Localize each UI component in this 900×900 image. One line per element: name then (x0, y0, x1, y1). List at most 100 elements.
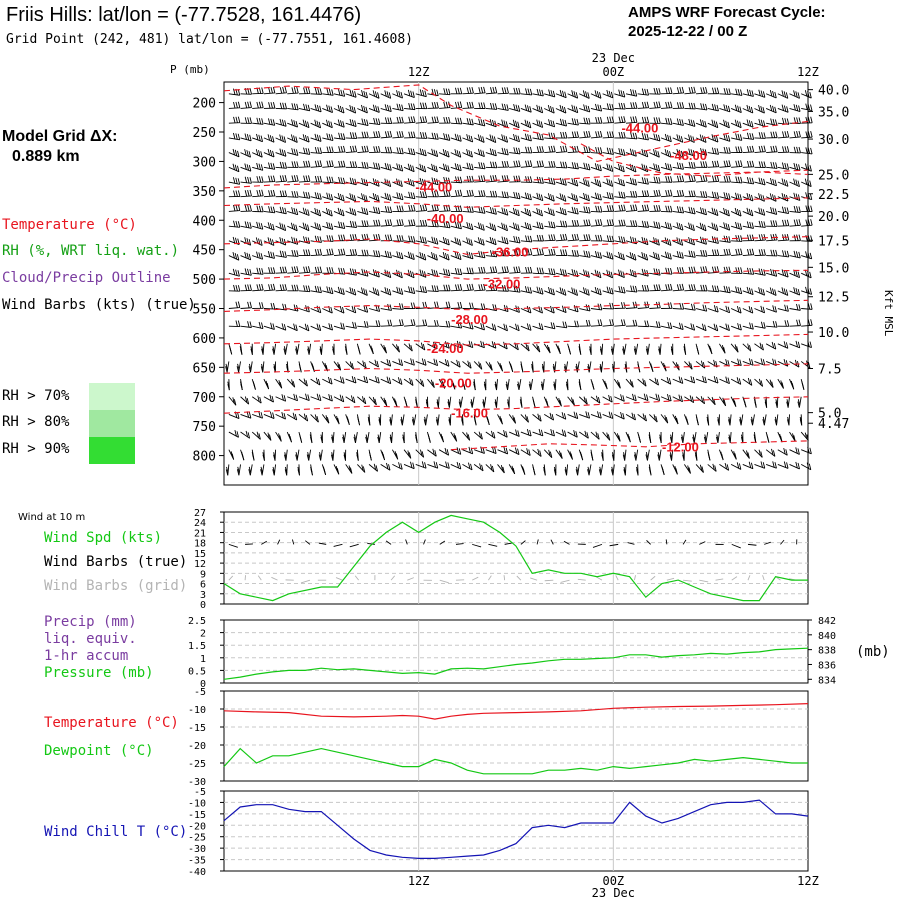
wind-barb-flag (471, 101, 474, 108)
wind-barb (357, 239, 369, 242)
wind-barb-flag (267, 134, 271, 141)
wind-barb-flag (279, 250, 283, 257)
wind-barb (226, 361, 230, 373)
wind-barb-flag (747, 234, 750, 241)
surface-wind-barb (228, 543, 238, 548)
wind-barb-flag (664, 221, 668, 229)
wind-barb-flag (748, 461, 752, 468)
pressure-tick-label: 840 (818, 631, 836, 642)
wind-barb-flag (678, 394, 681, 401)
wind-barb-flag (284, 452, 287, 459)
wind-barb-flag (394, 451, 398, 458)
wind-barb (415, 210, 427, 212)
wind-barb (649, 181, 661, 184)
wind-barb-flag (608, 164, 612, 171)
wind-barb-flag (562, 269, 565, 276)
wind-barb-flag (571, 104, 574, 111)
wind-barb-flag (517, 135, 520, 142)
wind-barb-flag (374, 194, 378, 201)
wind-barb-flag (588, 130, 591, 138)
wind-barb-flag (272, 252, 275, 259)
wind-barb (555, 396, 562, 407)
wind-barb-flag (517, 383, 520, 391)
wind-barb-flag (735, 133, 738, 140)
wind-barb (427, 255, 438, 261)
wind-barb-flag (681, 323, 684, 330)
wind-barb-flag (566, 383, 569, 391)
wind-barb-flag (503, 148, 507, 155)
wind-barb-flag (361, 90, 364, 97)
wind-barb (614, 396, 625, 402)
wind-barb-flag (443, 133, 446, 140)
wind-barb-flag (644, 133, 647, 140)
wind-barb-flag (783, 179, 787, 186)
wind-barb-flag (627, 433, 630, 441)
wind-barb (287, 396, 298, 402)
wind-barb (602, 108, 614, 111)
wind-barb-flag (527, 248, 530, 255)
wind-barb-flag (480, 149, 483, 156)
wind-barb-flag (772, 220, 776, 227)
wind-barb-flag (517, 224, 520, 231)
wind-barb-flag (564, 91, 567, 98)
wind-barb-flag (670, 176, 673, 183)
wind-barb-flag (244, 396, 248, 403)
wind-barb-flag (237, 412, 240, 419)
wind-barb (403, 449, 412, 459)
wind-barb-flag (396, 116, 399, 124)
wind-barb-flag (726, 464, 730, 471)
wind-barb (602, 196, 614, 200)
wind-barb-flag (574, 250, 577, 257)
wind-barb-flag (763, 145, 766, 152)
wind-barb-flag (499, 415, 502, 423)
surface-wind-barb (764, 541, 771, 545)
wind-barb-flag (678, 376, 682, 383)
wind-barb (754, 378, 763, 387)
wind-barb-flag (678, 135, 682, 142)
wind-barb-flag (466, 237, 469, 244)
wind-barb-flag (550, 132, 554, 139)
wind-barb (647, 343, 650, 355)
wind-barb-flag (261, 283, 264, 291)
wind-barb (672, 378, 683, 384)
wind-barb (263, 122, 275, 126)
wind-barb (310, 211, 321, 217)
wind-barb-flag (786, 146, 790, 153)
wind-barb-flag (747, 160, 750, 168)
wind-barb-flag (396, 235, 399, 242)
wind-barb (520, 449, 531, 456)
wind-barb-flag (377, 163, 381, 170)
wind-barb-flag (365, 434, 369, 441)
wind-barb-flag (667, 101, 671, 108)
wind-barb-flag (679, 162, 682, 169)
wind-barb (719, 343, 726, 354)
wind-barb (415, 181, 427, 187)
wind-barb-flag (725, 208, 728, 216)
wind-barb-flag (281, 223, 284, 230)
wind-barb-flag (702, 362, 706, 369)
wind-barb-flag (459, 189, 463, 196)
wind-barb-flag (328, 88, 332, 96)
wind-barb (252, 166, 263, 171)
wind-barb-flag (505, 209, 509, 216)
pressure-tick-label: 400 (193, 214, 216, 229)
wind-barb-flag (583, 206, 586, 213)
wind-barb-flag (279, 382, 283, 389)
wind-barb (252, 289, 264, 292)
wind-barb-flag (694, 452, 698, 459)
wind-barb-flag (667, 87, 671, 94)
wind-barb-flag (805, 103, 808, 110)
wind-barb-flag (785, 289, 789, 296)
wind-barb-flag (445, 320, 449, 327)
wind-barb-flag (432, 448, 435, 455)
date-label-bottom: 23 Dec (592, 886, 635, 900)
wind-barb-flag (257, 395, 260, 402)
wind-barb-flag (750, 307, 754, 314)
wind-barb-flag (609, 319, 612, 326)
wind-barb-flag (688, 361, 691, 368)
wind-barb-flag (480, 223, 483, 230)
wind-barb-flag (775, 131, 778, 138)
wind-barb-flag (805, 235, 808, 242)
wind-barb-flag (413, 131, 416, 138)
